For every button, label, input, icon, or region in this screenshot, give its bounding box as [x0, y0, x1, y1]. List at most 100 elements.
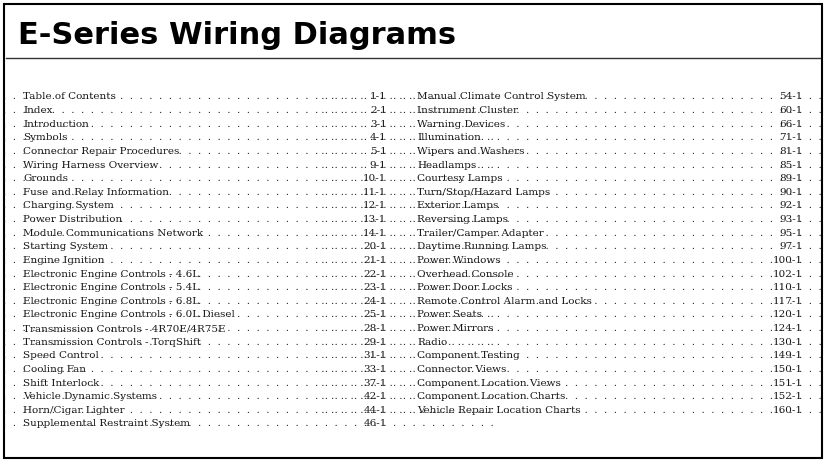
Text: Courtesy Lamps: Courtesy Lamps — [417, 174, 503, 183]
Text: 1-1: 1-1 — [370, 92, 387, 101]
Text: .  .  .  .  .  .  .  .  .  .  .  .  .  .  .  .  .  .  .  .  .  .  .  .  .  .  . : . . . . . . . . . . . . . . . . . . . . … — [317, 242, 826, 251]
Text: .  .  .  .  .  .  .  .  .  .  .  .  .  .  .  .  .  .  .  .  .  .  .  .  .  .  . : . . . . . . . . . . . . . . . . . . . . … — [317, 188, 826, 197]
Text: 46-1: 46-1 — [363, 419, 387, 428]
Text: .  .  .  .  .  .  .  .  .  .  .  .  .  .  .  .  .  .  .  .  .  .  .  .  .  .  . : . . . . . . . . . . . . . . . . . . . . … — [317, 365, 826, 374]
Text: 130-1: 130-1 — [773, 338, 803, 346]
Text: .  .  .  .  .  .  .  .  .  .  .  .  .  .  .  .  .  .  .  .  .  .  .  .  .  .  . : . . . . . . . . . . . . . . . . . . . . … — [0, 392, 497, 401]
Text: 124-1: 124-1 — [773, 324, 803, 333]
Text: Supplemental Restraint System: Supplemental Restraint System — [23, 419, 190, 428]
Text: 11-1: 11-1 — [363, 188, 387, 197]
Text: 14-1: 14-1 — [363, 229, 387, 237]
Text: .  .  .  .  .  .  .  .  .  .  .  .  .  .  .  .  .  .  .  .  .  .  .  .  .  .  . : . . . . . . . . . . . . . . . . . . . . … — [0, 406, 497, 415]
Text: .  .  .  .  .  .  .  .  .  .  .  .  .  .  .  .  .  .  .  .  .  .  .  .  .  .  . : . . . . . . . . . . . . . . . . . . . . … — [317, 256, 826, 265]
Text: 42-1: 42-1 — [363, 392, 387, 401]
Text: 44-1: 44-1 — [363, 406, 387, 415]
Text: Exterior Lamps: Exterior Lamps — [417, 201, 499, 210]
Text: .  .  .  .  .  .  .  .  .  .  .  .  .  .  .  .  .  .  .  .  .  .  .  .  .  .  . : . . . . . . . . . . . . . . . . . . . . … — [0, 324, 497, 333]
Text: 31-1: 31-1 — [363, 351, 387, 360]
Text: 12-1: 12-1 — [363, 201, 387, 210]
Text: .  .  .  .  .  .  .  .  .  .  .  .  .  .  .  .  .  .  .  .  .  .  .  .  .  .  . : . . . . . . . . . . . . . . . . . . . . … — [0, 338, 497, 346]
Text: .  .  .  .  .  .  .  .  .  .  .  .  .  .  .  .  .  .  .  .  .  .  .  .  .  .  . : . . . . . . . . . . . . . . . . . . . . … — [0, 160, 497, 170]
Text: Charging System: Charging System — [23, 201, 114, 210]
Text: .  .  .  .  .  .  .  .  .  .  .  .  .  .  .  .  .  .  .  .  .  .  .  .  .  .  . : . . . . . . . . . . . . . . . . . . . . … — [317, 378, 826, 388]
Text: Symbols: Symbols — [23, 133, 68, 142]
Text: Connector Repair Procedures: Connector Repair Procedures — [23, 147, 179, 156]
Text: Connector Views: Connector Views — [417, 365, 506, 374]
Text: Power Seats: Power Seats — [417, 310, 482, 319]
Text: 152-1: 152-1 — [773, 392, 803, 401]
Text: Electronic Engine Controls - 6.0L Diesel: Electronic Engine Controls - 6.0L Diesel — [23, 310, 235, 319]
Text: .  .  .  .  .  .  .  .  .  .  .  .  .  .  .  .  .  .  .  .  .  .  .  .  .  .  . : . . . . . . . . . . . . . . . . . . . . … — [317, 406, 826, 415]
Text: Remote Control Alarm and Locks: Remote Control Alarm and Locks — [417, 297, 592, 306]
Text: Radio: Radio — [417, 338, 448, 346]
Text: Component Testing: Component Testing — [417, 351, 520, 360]
Text: .  .  .  .  .  .  .  .  .  .  .  .  .  .  .  .  .  .  .  .  .  .  .  .  .  .  . : . . . . . . . . . . . . . . . . . . . . … — [317, 324, 826, 333]
Text: .  .  .  .  .  .  .  .  .  .  .  .  .  .  .  .  .  .  .  .  .  .  .  .  .  .  . : . . . . . . . . . . . . . . . . . . . . … — [0, 188, 497, 197]
Text: 117-1: 117-1 — [773, 297, 803, 306]
Text: Vehicle Dynamic Systems: Vehicle Dynamic Systems — [23, 392, 157, 401]
Text: .  .  .  .  .  .  .  .  .  .  .  .  .  .  .  .  .  .  .  .  .  .  .  .  .  .  . : . . . . . . . . . . . . . . . . . . . . … — [0, 297, 497, 306]
Text: 66-1: 66-1 — [780, 120, 803, 128]
Text: .  .  .  .  .  .  .  .  .  .  .  .  .  .  .  .  .  .  .  .  .  .  .  .  .  .  . : . . . . . . . . . . . . . . . . . . . . … — [317, 201, 826, 210]
Text: .  .  .  .  .  .  .  .  .  .  .  .  .  .  .  .  .  .  .  .  .  .  .  .  .  .  . : . . . . . . . . . . . . . . . . . . . . … — [0, 215, 497, 224]
Text: 81-1: 81-1 — [780, 147, 803, 156]
Text: Starting System: Starting System — [23, 242, 108, 251]
Text: .  .  .  .  .  .  .  .  .  .  .  .  .  .  .  .  .  .  .  .  .  .  .  .  .  .  . : . . . . . . . . . . . . . . . . . . . . … — [0, 174, 497, 183]
Text: .  .  .  .  .  .  .  .  .  .  .  .  .  .  .  .  .  .  .  .  .  .  .  .  .  .  . : . . . . . . . . . . . . . . . . . . . . … — [0, 310, 497, 319]
Text: Horn/Cigar Lighter: Horn/Cigar Lighter — [23, 406, 125, 415]
Text: .  .  .  .  .  .  .  .  .  .  .  .  .  .  .  .  .  .  .  .  .  .  .  .  .  .  . : . . . . . . . . . . . . . . . . . . . . … — [0, 92, 497, 101]
Text: .  .  .  .  .  .  .  .  .  .  .  .  .  .  .  .  .  .  .  .  .  .  .  .  .  .  . : . . . . . . . . . . . . . . . . . . . . … — [317, 310, 826, 319]
Text: Turn/Stop/Hazard Lamps: Turn/Stop/Hazard Lamps — [417, 188, 550, 197]
Text: .  .  .  .  .  .  .  .  .  .  .  .  .  .  .  .  .  .  .  .  .  .  .  .  .  .  . : . . . . . . . . . . . . . . . . . . . . … — [317, 229, 826, 237]
Text: Trailer/Camper Adapter: Trailer/Camper Adapter — [417, 229, 544, 237]
Text: .  .  .  .  .  .  .  .  .  .  .  .  .  .  .  .  .  .  .  .  .  .  .  .  .  .  . : . . . . . . . . . . . . . . . . . . . . … — [317, 297, 826, 306]
Text: Electronic Engine Controls - 5.4L: Electronic Engine Controls - 5.4L — [23, 283, 199, 292]
Text: .  .  .  .  .  .  .  .  .  .  .  .  .  .  .  .  .  .  .  .  .  .  .  .  .  .  . : . . . . . . . . . . . . . . . . . . . . … — [317, 351, 826, 360]
Text: 25-1: 25-1 — [363, 310, 387, 319]
Text: 28-1: 28-1 — [363, 324, 387, 333]
Text: Warning Devices: Warning Devices — [417, 120, 506, 128]
Text: .  .  .  .  .  .  .  .  .  .  .  .  .  .  .  .  .  .  .  .  .  .  .  .  .  .  . : . . . . . . . . . . . . . . . . . . . . … — [0, 419, 497, 428]
Text: 10-1: 10-1 — [363, 174, 387, 183]
Text: 150-1: 150-1 — [773, 365, 803, 374]
Text: 90-1: 90-1 — [780, 188, 803, 197]
Text: .  .  .  .  .  .  .  .  .  .  .  .  .  .  .  .  .  .  .  .  .  .  .  .  .  .  . : . . . . . . . . . . . . . . . . . . . . … — [0, 120, 497, 128]
Text: 95-1: 95-1 — [780, 229, 803, 237]
Text: .  .  .  .  .  .  .  .  .  .  .  .  .  .  .  .  .  .  .  .  .  .  .  .  .  .  . : . . . . . . . . . . . . . . . . . . . . … — [317, 106, 826, 115]
Text: 29-1: 29-1 — [363, 338, 387, 346]
Text: .  .  .  .  .  .  .  .  .  .  .  .  .  .  .  .  .  .  .  .  .  .  .  .  .  .  . : . . . . . . . . . . . . . . . . . . . . … — [317, 160, 826, 170]
Text: .  .  .  .  .  .  .  .  .  .  .  .  .  .  .  .  .  .  .  .  .  .  .  .  .  .  . : . . . . . . . . . . . . . . . . . . . . … — [317, 269, 826, 279]
Text: Power Distribution: Power Distribution — [23, 215, 122, 224]
Text: Wipers and Washers: Wipers and Washers — [417, 147, 525, 156]
Text: 20-1: 20-1 — [363, 242, 387, 251]
Text: .  .  .  .  .  .  .  .  .  .  .  .  .  .  .  .  .  .  .  .  .  .  .  .  .  .  . : . . . . . . . . . . . . . . . . . . . . … — [0, 147, 497, 156]
Text: .  .  .  .  .  .  .  .  .  .  .  .  .  .  .  .  .  .  .  .  .  .  .  .  .  .  . : . . . . . . . . . . . . . . . . . . . . … — [317, 174, 826, 183]
Text: .  .  .  .  .  .  .  .  .  .  .  .  .  .  .  .  .  .  .  .  .  .  .  .  .  .  . : . . . . . . . . . . . . . . . . . . . . … — [317, 392, 826, 401]
Text: Component Location Views: Component Location Views — [417, 378, 561, 388]
Text: .  .  .  .  .  .  .  .  .  .  .  .  .  .  .  .  .  .  .  .  .  .  .  .  .  .  . : . . . . . . . . . . . . . . . . . . . . … — [0, 201, 497, 210]
Text: 102-1: 102-1 — [773, 269, 803, 279]
Text: Electronic Engine Controls - 4.6L: Electronic Engine Controls - 4.6L — [23, 269, 199, 279]
Text: Wiring Harness Overview: Wiring Harness Overview — [23, 160, 159, 170]
Text: .  .  .  .  .  .  .  .  .  .  .  .  .  .  .  .  .  .  .  .  .  .  .  .  .  .  . : . . . . . . . . . . . . . . . . . . . . … — [0, 256, 497, 265]
Text: Illumination: Illumination — [417, 133, 481, 142]
Text: Cooling Fan: Cooling Fan — [23, 365, 86, 374]
Text: .  .  .  .  .  .  .  .  .  .  .  .  .  .  .  .  .  .  .  .  .  .  .  .  .  .  . : . . . . . . . . . . . . . . . . . . . . … — [0, 133, 497, 142]
Text: 151-1: 151-1 — [773, 378, 803, 388]
Text: 5-1: 5-1 — [370, 147, 387, 156]
Text: .  .  .  .  .  .  .  .  .  .  .  .  .  .  .  .  .  .  .  .  .  .  .  .  .  .  . : . . . . . . . . . . . . . . . . . . . . … — [0, 269, 497, 279]
Text: 4-1: 4-1 — [370, 133, 387, 142]
Text: .  .  .  .  .  .  .  .  .  .  .  .  .  .  .  .  .  .  .  .  .  .  .  .  .  .  . : . . . . . . . . . . . . . . . . . . . . … — [0, 242, 497, 251]
Text: Power Windows: Power Windows — [417, 256, 501, 265]
Text: Speed Control: Speed Control — [23, 351, 99, 360]
Text: 71-1: 71-1 — [780, 133, 803, 142]
Text: .  .  .  .  .  .  .  .  .  .  .  .  .  .  .  .  .  .  .  .  .  .  .  .  .  .  . : . . . . . . . . . . . . . . . . . . . . … — [317, 338, 826, 346]
Text: Daytime Running Lamps: Daytime Running Lamps — [417, 242, 547, 251]
Text: Reversing Lamps: Reversing Lamps — [417, 215, 508, 224]
Text: .  .  .  .  .  .  .  .  .  .  .  .  .  .  .  .  .  .  .  .  .  .  .  .  .  .  . : . . . . . . . . . . . . . . . . . . . . … — [0, 351, 497, 360]
Text: Module Communications Network: Module Communications Network — [23, 229, 203, 237]
Text: 60-1: 60-1 — [780, 106, 803, 115]
Text: .  .  .  .  .  .  .  .  .  .  .  .  .  .  .  .  .  .  .  .  .  .  .  .  .  .  . : . . . . . . . . . . . . . . . . . . . . … — [317, 92, 826, 101]
Text: Power Mirrors: Power Mirrors — [417, 324, 494, 333]
Text: 89-1: 89-1 — [780, 174, 803, 183]
